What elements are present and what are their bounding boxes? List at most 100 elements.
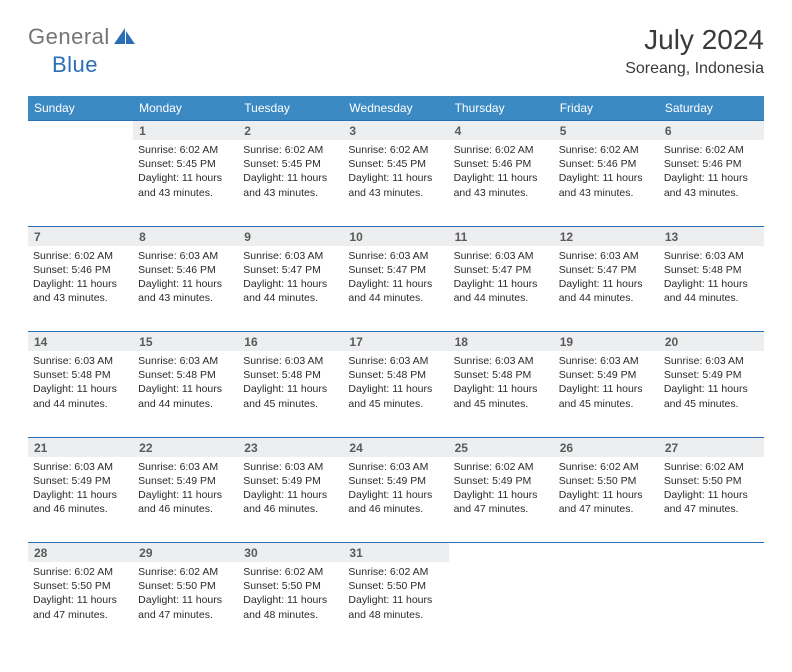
- day-content-cell: Sunrise: 6:03 AMSunset: 5:46 PMDaylight:…: [133, 246, 238, 332]
- day-number-cell: 9: [238, 226, 343, 246]
- day-number-cell: 10: [343, 226, 448, 246]
- day-content-cell: Sunrise: 6:03 AMSunset: 5:48 PMDaylight:…: [238, 351, 343, 437]
- day-number-cell: 14: [28, 332, 133, 352]
- daylight-line: Daylight: 11 hours and 44 minutes.: [138, 382, 233, 410]
- week-daynum-row: 21222324252627: [28, 437, 764, 457]
- day-of-week-header: Monday: [133, 96, 238, 121]
- daylight-line: Daylight: 11 hours and 43 minutes.: [559, 171, 654, 199]
- sunset-line: Sunset: 5:49 PM: [243, 474, 338, 488]
- daylight-line: Daylight: 11 hours and 47 minutes.: [454, 488, 549, 516]
- sunset-line: Sunset: 5:50 PM: [664, 474, 759, 488]
- day-content-cell: Sunrise: 6:02 AMSunset: 5:46 PMDaylight:…: [28, 246, 133, 332]
- sunset-line: Sunset: 5:49 PM: [348, 474, 443, 488]
- sunrise-line: Sunrise: 6:03 AM: [243, 249, 338, 263]
- day-number-cell: 21: [28, 437, 133, 457]
- week-daynum-row: 28293031: [28, 543, 764, 563]
- day-of-week-header: Friday: [554, 96, 659, 121]
- sunrise-line: Sunrise: 6:03 AM: [348, 249, 443, 263]
- sunset-line: Sunset: 5:47 PM: [243, 263, 338, 277]
- sunset-line: Sunset: 5:49 PM: [454, 474, 549, 488]
- daylight-line: Daylight: 11 hours and 47 minutes.: [33, 593, 128, 621]
- daylight-line: Daylight: 11 hours and 43 minutes.: [454, 171, 549, 199]
- daylight-line: Daylight: 11 hours and 44 minutes.: [454, 277, 549, 305]
- day-content-cell: Sunrise: 6:02 AMSunset: 5:45 PMDaylight:…: [343, 140, 448, 226]
- day-number-cell: 7: [28, 226, 133, 246]
- sunrise-line: Sunrise: 6:02 AM: [243, 143, 338, 157]
- sunset-line: Sunset: 5:46 PM: [138, 263, 233, 277]
- day-content-cell: Sunrise: 6:02 AMSunset: 5:46 PMDaylight:…: [659, 140, 764, 226]
- day-number-cell: 3: [343, 121, 448, 141]
- calendar-table: SundayMondayTuesdayWednesdayThursdayFrid…: [28, 96, 764, 648]
- day-content-cell: Sunrise: 6:02 AMSunset: 5:50 PMDaylight:…: [554, 457, 659, 543]
- sunrise-line: Sunrise: 6:03 AM: [454, 354, 549, 368]
- day-content-cell: Sunrise: 6:02 AMSunset: 5:46 PMDaylight:…: [554, 140, 659, 226]
- sunrise-line: Sunrise: 6:03 AM: [664, 249, 759, 263]
- day-number-cell: 22: [133, 437, 238, 457]
- daylight-line: Daylight: 11 hours and 44 minutes.: [243, 277, 338, 305]
- day-content-cell: Sunrise: 6:02 AMSunset: 5:50 PMDaylight:…: [238, 562, 343, 648]
- day-content-cell: Sunrise: 6:02 AMSunset: 5:49 PMDaylight:…: [449, 457, 554, 543]
- empty-daynum-cell: [28, 121, 133, 141]
- day-number-cell: 24: [343, 437, 448, 457]
- week-content-row: Sunrise: 6:03 AMSunset: 5:48 PMDaylight:…: [28, 351, 764, 437]
- sunset-line: Sunset: 5:46 PM: [559, 157, 654, 171]
- day-content-cell: Sunrise: 6:03 AMSunset: 5:47 PMDaylight:…: [238, 246, 343, 332]
- day-number-cell: 11: [449, 226, 554, 246]
- sunrise-line: Sunrise: 6:03 AM: [243, 460, 338, 474]
- empty-content-cell: [659, 562, 764, 648]
- logo-sail-icon: [114, 28, 136, 46]
- empty-daynum-cell: [659, 543, 764, 563]
- empty-daynum-cell: [449, 543, 554, 563]
- day-number-cell: 18: [449, 332, 554, 352]
- sunrise-line: Sunrise: 6:03 AM: [138, 249, 233, 263]
- sunset-line: Sunset: 5:46 PM: [33, 263, 128, 277]
- sunset-line: Sunset: 5:47 PM: [559, 263, 654, 277]
- sunset-line: Sunset: 5:46 PM: [664, 157, 759, 171]
- day-content-cell: Sunrise: 6:03 AMSunset: 5:48 PMDaylight:…: [343, 351, 448, 437]
- logo-text-general: General: [28, 24, 110, 50]
- day-content-cell: Sunrise: 6:03 AMSunset: 5:49 PMDaylight:…: [28, 457, 133, 543]
- daylight-line: Daylight: 11 hours and 46 minutes.: [243, 488, 338, 516]
- daylight-line: Daylight: 11 hours and 45 minutes.: [454, 382, 549, 410]
- sunrise-line: Sunrise: 6:02 AM: [454, 143, 549, 157]
- daylight-line: Daylight: 11 hours and 45 minutes.: [559, 382, 654, 410]
- sunrise-line: Sunrise: 6:02 AM: [348, 565, 443, 579]
- day-content-cell: Sunrise: 6:03 AMSunset: 5:49 PMDaylight:…: [554, 351, 659, 437]
- sunset-line: Sunset: 5:50 PM: [138, 579, 233, 593]
- sunset-line: Sunset: 5:48 PM: [138, 368, 233, 382]
- daylight-line: Daylight: 11 hours and 48 minutes.: [243, 593, 338, 621]
- day-number-cell: 4: [449, 121, 554, 141]
- daylight-line: Daylight: 11 hours and 44 minutes.: [664, 277, 759, 305]
- sunset-line: Sunset: 5:48 PM: [243, 368, 338, 382]
- daylight-line: Daylight: 11 hours and 43 minutes.: [243, 171, 338, 199]
- day-number-cell: 5: [554, 121, 659, 141]
- day-content-cell: Sunrise: 6:02 AMSunset: 5:50 PMDaylight:…: [659, 457, 764, 543]
- day-of-week-header: Wednesday: [343, 96, 448, 121]
- day-number-cell: 27: [659, 437, 764, 457]
- day-content-cell: Sunrise: 6:03 AMSunset: 5:48 PMDaylight:…: [133, 351, 238, 437]
- daylight-line: Daylight: 11 hours and 47 minutes.: [138, 593, 233, 621]
- sunrise-line: Sunrise: 6:02 AM: [348, 143, 443, 157]
- sunset-line: Sunset: 5:48 PM: [454, 368, 549, 382]
- sunset-line: Sunset: 5:49 PM: [559, 368, 654, 382]
- day-content-cell: Sunrise: 6:03 AMSunset: 5:48 PMDaylight:…: [659, 246, 764, 332]
- sunset-line: Sunset: 5:50 PM: [559, 474, 654, 488]
- day-of-week-header: Thursday: [449, 96, 554, 121]
- daylight-line: Daylight: 11 hours and 47 minutes.: [664, 488, 759, 516]
- day-content-cell: Sunrise: 6:02 AMSunset: 5:50 PMDaylight:…: [343, 562, 448, 648]
- day-content-cell: Sunrise: 6:03 AMSunset: 5:49 PMDaylight:…: [133, 457, 238, 543]
- day-content-cell: Sunrise: 6:03 AMSunset: 5:48 PMDaylight:…: [28, 351, 133, 437]
- day-content-cell: Sunrise: 6:02 AMSunset: 5:45 PMDaylight:…: [238, 140, 343, 226]
- week-content-row: Sunrise: 6:02 AMSunset: 5:46 PMDaylight:…: [28, 246, 764, 332]
- day-number-cell: 1: [133, 121, 238, 141]
- sunrise-line: Sunrise: 6:02 AM: [664, 143, 759, 157]
- daylight-line: Daylight: 11 hours and 45 minutes.: [243, 382, 338, 410]
- sunrise-line: Sunrise: 6:03 AM: [664, 354, 759, 368]
- sunrise-line: Sunrise: 6:03 AM: [454, 249, 549, 263]
- day-number-cell: 26: [554, 437, 659, 457]
- sunset-line: Sunset: 5:47 PM: [348, 263, 443, 277]
- title-block: July 2024 Soreang, Indonesia: [625, 24, 764, 78]
- day-of-week-header-row: SundayMondayTuesdayWednesdayThursdayFrid…: [28, 96, 764, 121]
- day-content-cell: Sunrise: 6:02 AMSunset: 5:46 PMDaylight:…: [449, 140, 554, 226]
- sunset-line: Sunset: 5:48 PM: [348, 368, 443, 382]
